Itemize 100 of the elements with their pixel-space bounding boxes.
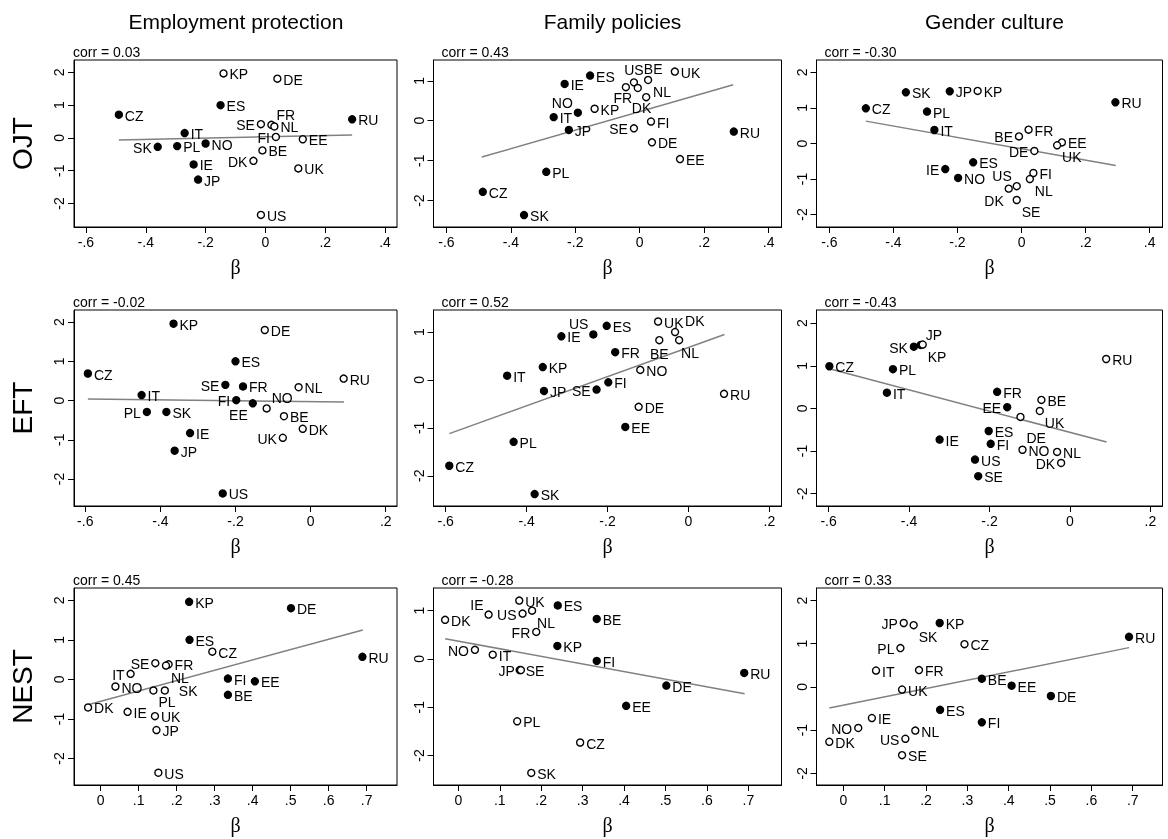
y-tick-label: -2 [410,749,427,762]
y-tick-label: -1 [51,164,67,177]
y-tick-label: 2 [51,68,67,77]
x-tick-label: -.6 [821,234,838,250]
annotation: BE [987,671,1007,688]
annotation: NO [831,720,853,737]
x-tick-label: 0 [635,234,644,250]
x-tick-label: -.2 [227,513,244,529]
annotation: KP [563,638,583,655]
x-tick-label: 0 [1017,234,1026,250]
annotation: NL [1063,444,1082,461]
annotation: CZ [835,359,855,376]
x-tick-label: 0 [684,513,693,529]
chart-subtitle: corr = 0.52 [441,294,510,310]
annotation: KP [548,360,568,377]
annotation: SK [540,487,560,504]
x-tick-label: .5 [1044,792,1057,808]
annotation: DK [631,100,652,117]
annotation: FR [621,345,640,362]
annotation: IE [196,426,210,443]
annotation: CZ [93,366,114,383]
x-tick-label: .7 [1126,792,1139,808]
annotation: JP [881,615,898,632]
annotation: SE [984,469,1003,486]
annotation: JP [955,84,973,101]
y-tick-label: -2 [793,208,810,221]
x-tick-label: -.6 [820,513,837,529]
annotation: FI [657,114,670,131]
annotation: UK [304,161,325,178]
annotation: EE [632,698,651,715]
x-tick-label: -.2 [567,234,584,250]
annotation: US [981,452,1001,469]
annotation: US [266,207,287,224]
annotation: NO [271,390,293,407]
chart-subtitle: corr = 0.33 [824,572,893,588]
annotation: RU [730,386,751,403]
annotation: IT [940,123,954,139]
y-tick-label: 0 [793,404,810,413]
annotation: BE [643,60,663,77]
annotation: ES [241,354,261,371]
y-tick-label: 0 [793,139,810,148]
x-tick-label: 0 [261,234,270,250]
x-tick-label: .4 [762,234,775,250]
annotation: SE [1021,204,1041,220]
y-tick-label: -1 [793,172,810,186]
y-tick-label: 1 [793,361,810,370]
annotation: US [497,606,517,623]
annotation: SK [178,683,199,700]
x-tick-label: .7 [360,792,373,808]
annotation: UK [160,709,182,726]
annotation: NO [211,136,233,153]
annotation: UK [664,314,685,331]
annotation: PL [552,164,570,181]
y-tick-label: -1 [793,723,810,737]
y-axis-title: OJT [6,117,38,170]
annotation: NL [1034,183,1053,200]
y-tick-label: 1 [410,76,427,85]
annotation: EE [260,674,280,691]
x-tick-label: .2 [1079,234,1092,250]
annotation: KP [229,66,249,83]
x-tick-label: -.2 [949,234,966,250]
chart-subtitle: corr = 0.03 [73,44,141,60]
annotation: FR [511,624,531,641]
annotation: PL [123,404,142,421]
chart-subtitle: corr = -0.02 [73,294,146,310]
annotation: IT [892,385,906,402]
annotation: RU [750,665,771,682]
x-tick-label: .1 [493,792,506,808]
x-tick-label: .4 [246,792,259,808]
y-tick-label: 2 [51,318,67,327]
x-tick-label: .7 [742,792,755,808]
x-tick-label: .6 [701,792,713,808]
x-tick-label: -.6 [438,234,455,250]
y-tick-label: -2 [410,194,427,207]
annotation: FI [614,375,627,392]
annotation: NL [681,345,700,362]
annotation: PL [898,362,917,379]
annotation: EE [1017,678,1037,695]
annotation: JP [180,443,197,460]
annotation: CZ [455,458,475,475]
y-tick-label: 0 [410,116,427,125]
x-tick-label: .2 [535,792,548,808]
annotation: NO [447,642,470,659]
annotation: SE [130,656,150,673]
y-tick-label: 0 [51,675,67,684]
annotation: DE [672,678,692,695]
annotation: DK [835,734,856,751]
annotation: FI [217,393,231,410]
annotation: IE [926,162,940,179]
y-tick-label: 0 [51,396,67,405]
annotation: NO [964,170,986,187]
annotation: DK [228,153,249,170]
x-axis-title: β [602,535,613,558]
x-tick-label: -.2 [197,234,214,250]
annotation: RU [358,112,379,129]
y-tick-label: -1 [410,421,427,435]
x-axis-title: β [602,814,613,837]
annotation: EE [308,132,328,149]
x-tick-label: .2 [763,513,776,529]
y-tick-label: -2 [793,487,810,500]
